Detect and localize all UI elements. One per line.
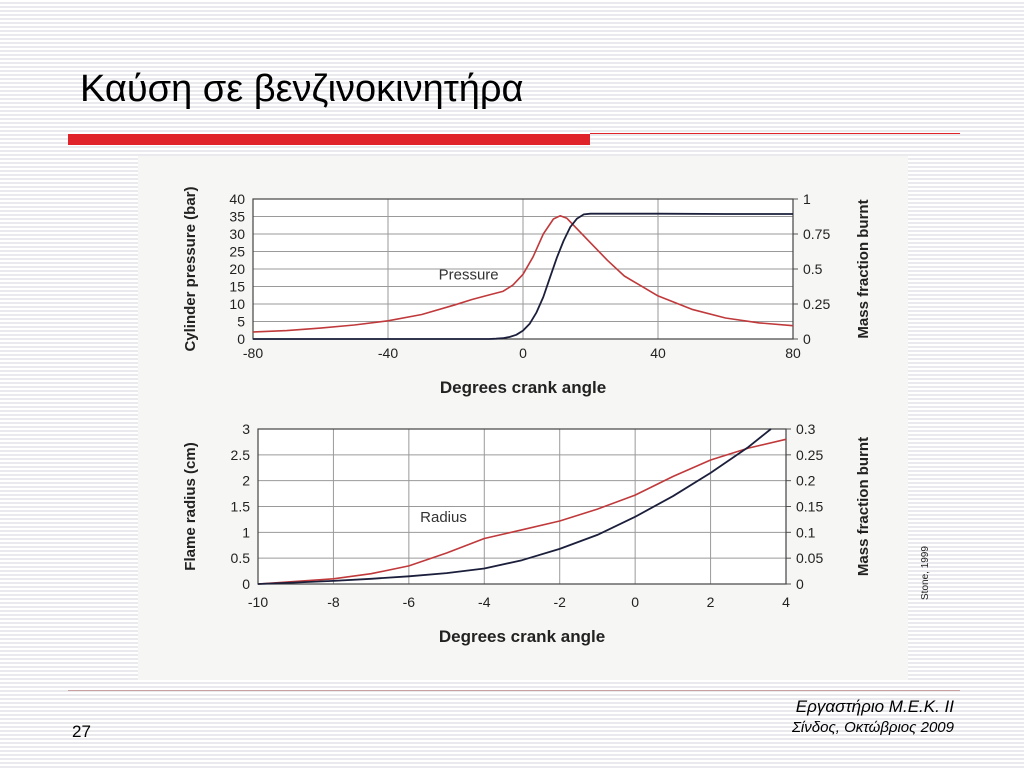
x-tick-label: 0 (519, 345, 527, 361)
x-tick-label: -80 (243, 345, 263, 361)
y-tick-label-right: 0 (796, 576, 804, 592)
mass-fraction-burnt-line (253, 212, 793, 340)
y-tick-label-right: 0.1 (796, 524, 816, 540)
x-tick-label: 0 (631, 594, 639, 610)
footer-divider (68, 690, 960, 691)
y-tick-label-right: 0.2 (796, 473, 816, 489)
footer-course: Εργαστήριο Μ.Ε.Κ. ΙΙ (795, 697, 954, 716)
x-tick-label: -8 (327, 594, 340, 610)
y-tick-label-right: 0.75 (803, 226, 830, 242)
y-tick-label-right: 1 (803, 191, 811, 207)
title-underline-thick (68, 134, 590, 145)
y-tick-label-left: 20 (229, 261, 245, 277)
plot-frame (257, 428, 787, 585)
y-tick-label-right: 0.5 (803, 261, 823, 277)
flame-radius-chart: 00.511.522.53-10 -8 -6 -4 -2 0 2 400.050.10.150… (182, 421, 872, 646)
y-tick-label-left: 15 (229, 279, 245, 295)
y-tick-label-left: 1 (242, 524, 250, 540)
y-axis-title-right: Mass fraction burnt (855, 437, 872, 576)
y-tick-label-right: 0 (803, 331, 811, 347)
y-tick-label-right: 0.25 (803, 296, 830, 312)
y-tick-label-left: 35 (229, 209, 245, 225)
y-tick-label-left: 0 (237, 331, 245, 347)
x-tick-label: -40 (378, 345, 398, 361)
series-annotation: Radius (420, 509, 467, 526)
y-axis-title-right: Mass fraction burnt (855, 199, 872, 338)
x-axis-title: Degrees crank angle (439, 627, 605, 646)
y-tick-label-left: 2.5 (231, 447, 251, 463)
source-citation: Stone, 1999 (920, 546, 931, 600)
x-tick-label: 2 (707, 594, 715, 610)
title-underline-thin (590, 133, 960, 134)
y-tick-label-left: 0 (242, 576, 250, 592)
y-tick-label-left: 40 (229, 191, 245, 207)
y-axis-title-left: Cylinder pressure (bar) (182, 186, 199, 351)
radius-line (257, 438, 787, 585)
y-tick-label-left: 0.5 (231, 550, 251, 566)
x-tick-label: -4 (478, 594, 491, 610)
x-tick-label: 40 (650, 345, 666, 361)
pressure-line (252, 215, 794, 333)
y-tick-label-right: 0.15 (796, 499, 823, 515)
y-tick-label-left: 3 (242, 421, 250, 437)
y-tick-label-left: 10 (229, 296, 245, 312)
series-annotation: Pressure (439, 267, 499, 284)
x-tick-label: -6 (403, 594, 416, 610)
footer-place-date: Σίνδος, Οκτώβριος 2009 (791, 719, 954, 736)
x-tick-label: -10 (248, 594, 268, 610)
y-tick-label-left: 1.5 (231, 499, 251, 515)
x-tick-label: 4 (782, 594, 790, 610)
slide-title: Καύση σε βενζινοκινητήρα (80, 68, 524, 110)
y-tick-label-right: 0.25 (796, 447, 823, 463)
plot-frame (252, 198, 794, 340)
page-number: 27 (72, 722, 91, 741)
x-axis-title: Degrees crank angle (440, 378, 606, 397)
y-tick-label-left: 25 (229, 244, 245, 260)
y-tick-label-left: 2 (242, 473, 250, 489)
y-axis-title-left: Flame radius (cm) (182, 442, 199, 570)
y-tick-label-right: 0.3 (796, 421, 816, 437)
y-tick-label-left: 5 (237, 314, 245, 330)
x-tick-label: 80 (785, 345, 801, 361)
y-tick-label-left: 30 (229, 226, 245, 242)
x-tick-label: -2 (553, 594, 566, 610)
y-tick-label-right: 0.05 (796, 550, 823, 566)
mass-fraction-burnt-line (257, 428, 772, 585)
